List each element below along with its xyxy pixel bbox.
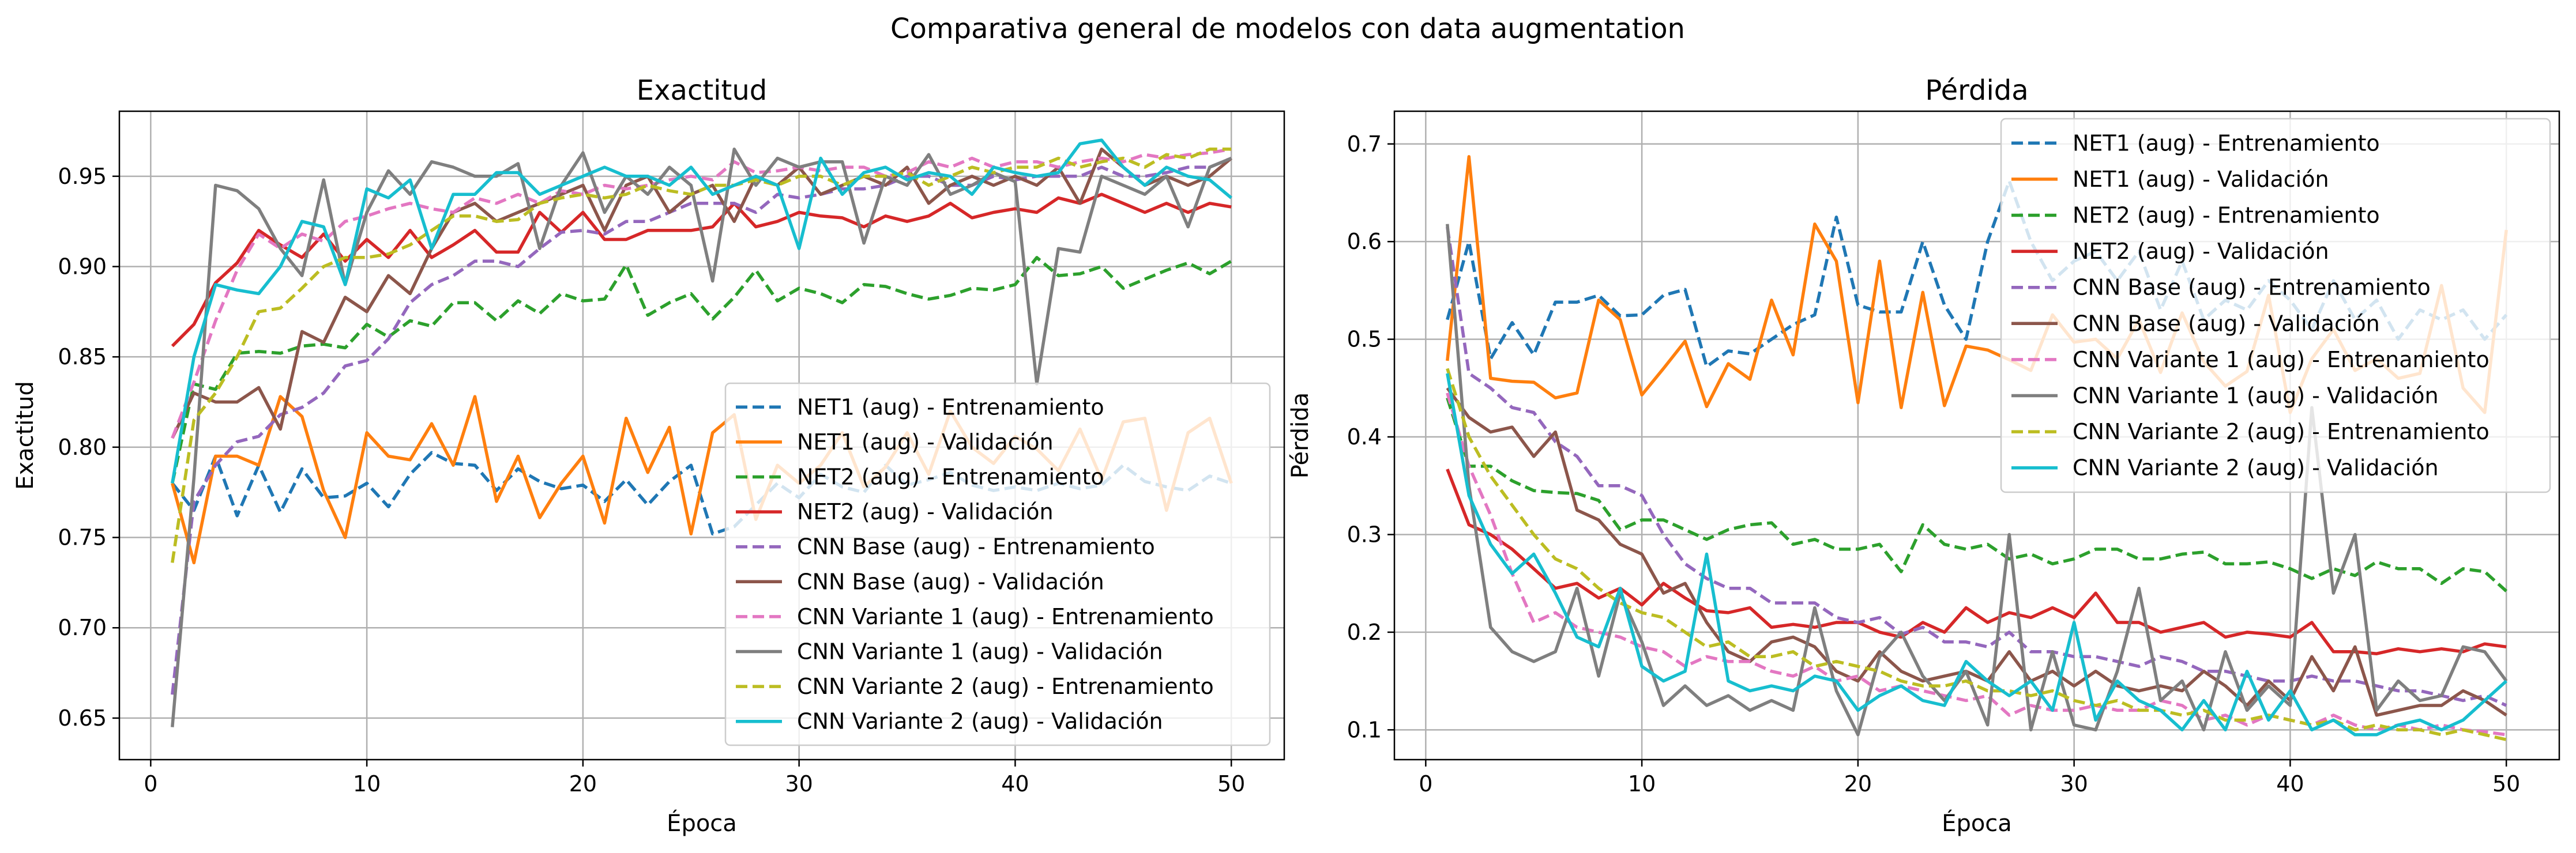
chart-accuracy-xtick-label-40: 40 bbox=[1001, 771, 1029, 797]
chart-accuracy-ytick-label-0.9: 0.90 bbox=[58, 254, 107, 279]
chart-loss-legend-label-net1-aug-entrenamiento: NET1 (aug) - Entrenamiento bbox=[2073, 130, 2380, 156]
chart-loss-legend-label-cnn-variante-1-aug-entrenamiento: CNN Variante 1 (aug) - Entrenamiento bbox=[2073, 347, 2489, 372]
chart-loss-legend-label-net2-aug-validacion: NET2 (aug) - Validación bbox=[2073, 239, 2329, 264]
chart-accuracy-xlabel: Época bbox=[667, 809, 737, 837]
chart-accuracy-ytick-label-0.8: 0.80 bbox=[58, 435, 107, 460]
chart-accuracy-legend: NET1 (aug) - Entrenamiento NET1 (aug) - V… bbox=[724, 382, 1271, 746]
chart-loss-series-net2-aug-validacion bbox=[1446, 469, 2507, 655]
chart-accuracy-ytick-label-0.65: 0.65 bbox=[58, 705, 107, 731]
figure-suptitle: Comparativa general de modelos con data … bbox=[890, 13, 1685, 45]
chart-loss-ytick-label-0.7: 0.7 bbox=[1347, 131, 1382, 157]
chart-loss-ytick-label-0.1: 0.1 bbox=[1347, 717, 1382, 742]
chart-accuracy-series-net2-aug-entrenamiento bbox=[171, 256, 1232, 484]
chart-accuracy-xtick-label-30: 30 bbox=[785, 771, 813, 797]
chart-accuracy-legend-label-cnn-variante-1-aug-entrenamiento: CNN Variante 1 (aug) - Entrenamiento bbox=[797, 604, 1214, 629]
chart-accuracy-title: Exactitud bbox=[637, 74, 767, 107]
chart-loss-ytick-label-0.2: 0.2 bbox=[1347, 620, 1382, 645]
chart-loss-series-cnn-base-aug-validacion bbox=[1446, 387, 2507, 717]
chart-loss-legend-label-cnn-base-aug-entrenamiento: CNN Base (aug) - Entrenamiento bbox=[2073, 275, 2431, 300]
chart-accuracy-legend-label-cnn-variante-2-aug-entrenamiento: CNN Variante 2 (aug) - Entrenamiento bbox=[797, 674, 1214, 699]
chart-loss-legend-box bbox=[2000, 118, 2551, 493]
chart-loss-ytick-label-0.6: 0.6 bbox=[1347, 229, 1382, 254]
chart-loss-ytick-label-0.5: 0.5 bbox=[1347, 327, 1382, 352]
chart-accuracy-xtick-label-10: 10 bbox=[353, 771, 381, 797]
chart-loss-ylabel: Pérdida bbox=[1287, 392, 1314, 478]
chart-loss-series-cnn-variante-2-aug-validacion bbox=[1446, 373, 2508, 737]
chart-loss-ytick-label-0.4: 0.4 bbox=[1347, 424, 1382, 450]
chart-loss-series-net2-aug-entrenamiento bbox=[1446, 397, 2508, 592]
chart-accuracy-xtick-label-50: 50 bbox=[1217, 771, 1245, 797]
chart-accuracy-series-cnn-base-aug-entrenamiento bbox=[171, 156, 1232, 695]
chart-loss-legend-label-cnn-base-aug-validacion: CNN Base (aug) - Validación bbox=[2073, 311, 2380, 336]
chart-loss-xtick-label-20: 20 bbox=[1844, 771, 1872, 797]
accuracy-panel: 0 10 20 30 40 50 0.65 0.70 0.75 0.80 0.85 0.90 0.95 E… bbox=[12, 74, 1285, 837]
chart-accuracy-ylabel: Exactitud bbox=[12, 381, 39, 490]
chart-accuracy-legend-label-cnn-base-aug-entrenamiento: CNN Base (aug) - Entrenamiento bbox=[797, 534, 1155, 560]
chart-accuracy-series-cnn-variante-2-aug-entrenamiento bbox=[171, 148, 1232, 563]
chart-loss-legend-label-cnn-variante-1-aug-validacion: CNN Variante 1 (aug) - Validación bbox=[2073, 383, 2439, 409]
chart-accuracy-legend-label-net1-aug-validacion: NET1 (aug) - Validación bbox=[797, 429, 1054, 455]
chart-accuracy-legend-label-net2-aug-entrenamiento: NET2 (aug) - Entrenamiento bbox=[797, 465, 1104, 490]
chart-loss-ytick-label-0.3: 0.3 bbox=[1347, 522, 1382, 547]
chart-loss-axes-frame bbox=[1393, 110, 2560, 761]
chart-loss-legend-label-cnn-variante-2-aug-validacion: CNN Variante 2 (aug) - Validación bbox=[2073, 455, 2439, 481]
chart-accuracy-xtick-label-0: 0 bbox=[144, 771, 157, 797]
chart-accuracy-ytick-label-0.7: 0.70 bbox=[58, 615, 107, 640]
chart-loss-xtick-label-30: 30 bbox=[2060, 771, 2088, 797]
chart-loss-series-cnn-base-aug-entrenamiento bbox=[1446, 227, 2507, 707]
chart-accuracy-legend-label-net1-aug-entrenamiento: NET1 (aug) - Entrenamiento bbox=[797, 394, 1104, 420]
chart-loss-title: Pérdida bbox=[1925, 74, 2028, 107]
chart-accuracy-legend-label-cnn-base-aug-validacion: CNN Base (aug) - Validación bbox=[797, 569, 1104, 594]
chart-loss-xtick-label-50: 50 bbox=[2492, 771, 2520, 797]
loss-panel: 0 10 20 30 40 50 0.1 0.2 0.3 0.4 0.5 0.6 0.7 Pérdida É… bbox=[1287, 74, 2560, 837]
chart-accuracy-series-cnn-variante-2-aug-validacion bbox=[171, 138, 1232, 484]
chart-loss-xtick-label-40: 40 bbox=[2276, 771, 2304, 797]
chart-loss-legend-label-cnn-variante-2-aug-entrenamiento: CNN Variante 2 (aug) - Entrenamiento bbox=[2073, 419, 2489, 444]
chart-accuracy-legend-label-net2-aug-validacion: NET2 (aug) - Validación bbox=[797, 499, 1054, 524]
chart-accuracy-xtick-label-20: 20 bbox=[569, 771, 597, 797]
chart-loss-legend: NET1 (aug) - Entrenamiento NET1 (aug) - V… bbox=[2000, 118, 2551, 493]
chart-loss-legend-label-net1-aug-validacion: NET1 (aug) - Validación bbox=[2073, 167, 2329, 192]
chart-accuracy-ytick-label-0.75: 0.75 bbox=[58, 525, 107, 550]
chart-accuracy-legend-label-cnn-variante-2-aug-validacion: CNN Variante 2 (aug) - Validación bbox=[797, 709, 1163, 734]
chart-loss-xtick-label-0: 0 bbox=[1419, 771, 1432, 797]
chart-accuracy-ytick-label-0.95: 0.95 bbox=[58, 164, 107, 189]
chart-accuracy-ytick-label-0.85: 0.85 bbox=[58, 344, 107, 369]
chart-accuracy-legend-label-cnn-variante-1-aug-validacion: CNN Variante 1 (aug) - Validación bbox=[797, 639, 1163, 665]
chart-accuracy-series-cnn-variante-1-aug-entrenamiento bbox=[171, 148, 1232, 439]
chart-loss-legend-label-net2-aug-entrenamiento: NET2 (aug) - Entrenamiento bbox=[2073, 203, 2380, 228]
chart-accuracy-legend-box bbox=[724, 382, 1271, 746]
chart-loss-xlabel: Época bbox=[1942, 809, 2012, 837]
chart-loss-xtick-label-10: 10 bbox=[1628, 771, 1656, 797]
chart-accuracy-axes-frame bbox=[118, 110, 1285, 761]
